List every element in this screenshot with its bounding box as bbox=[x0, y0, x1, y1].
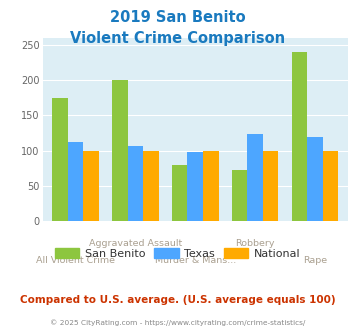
Bar bbox=[263, 151, 278, 221]
Bar bbox=[203, 151, 219, 221]
Text: © 2025 CityRating.com - https://www.cityrating.com/crime-statistics/: © 2025 CityRating.com - https://www.city… bbox=[50, 319, 305, 326]
Text: Compared to U.S. average. (U.S. average equals 100): Compared to U.S. average. (U.S. average … bbox=[20, 295, 335, 305]
Bar bbox=[187, 152, 203, 221]
Bar bbox=[232, 170, 247, 221]
Text: Murder & Mans...: Murder & Mans... bbox=[155, 256, 236, 265]
Legend: San Benito, Texas, National: San Benito, Texas, National bbox=[50, 244, 305, 263]
Bar bbox=[172, 165, 187, 221]
Bar bbox=[323, 151, 338, 221]
Bar bbox=[291, 52, 307, 221]
Bar bbox=[83, 151, 99, 221]
Bar bbox=[143, 151, 159, 221]
Text: Rape: Rape bbox=[303, 256, 327, 265]
Text: All Violent Crime: All Violent Crime bbox=[36, 256, 115, 265]
Bar bbox=[307, 137, 323, 221]
Bar bbox=[68, 142, 83, 221]
Bar bbox=[112, 80, 127, 221]
Text: 2019 San Benito: 2019 San Benito bbox=[110, 10, 245, 25]
Bar bbox=[127, 147, 143, 221]
Bar bbox=[52, 98, 68, 221]
Text: Aggravated Assault: Aggravated Assault bbox=[89, 239, 182, 248]
Bar bbox=[247, 134, 263, 221]
Text: Robbery: Robbery bbox=[235, 239, 275, 248]
Text: Violent Crime Comparison: Violent Crime Comparison bbox=[70, 31, 285, 46]
